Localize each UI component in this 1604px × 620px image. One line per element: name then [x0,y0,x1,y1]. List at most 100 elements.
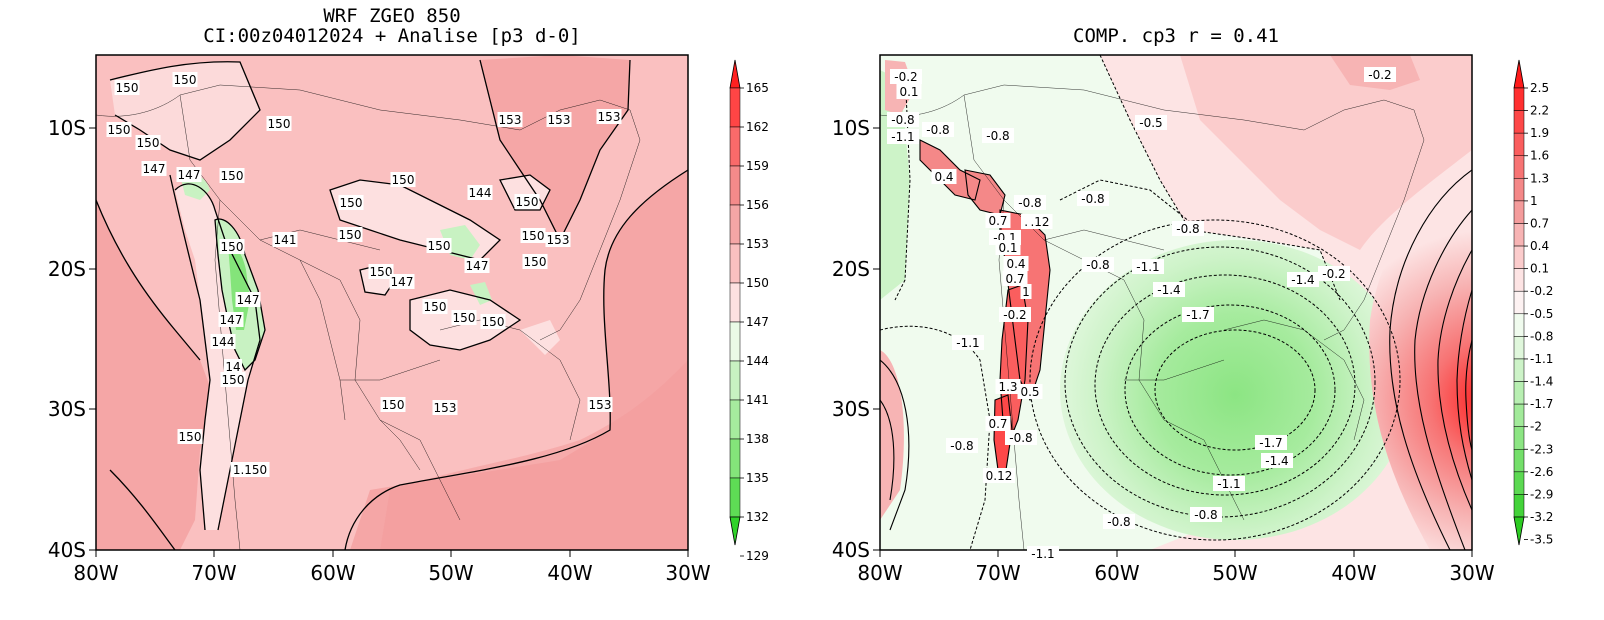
left-contour-label: 150 [453,311,476,325]
left-contour-label-bg [422,299,448,314]
right-colorbar-label: -2.3 [1530,442,1553,456]
left-colorbar-swatch [729,282,741,323]
left-contour-label-bg [219,239,245,254]
left-colorbar: 165 162 159 156 153 150 147 144 141 138 135 132 129 [729,59,769,563]
left-contour-label: 150 [516,195,539,209]
left-map-frame [95,54,689,551]
left-contour-label: 141 [274,233,297,247]
left-colorbar-swatch [729,438,741,479]
right-panel: COMP. cp3 r = 0.41 [832,25,1554,585]
right-colorbar-swatch [1513,426,1525,450]
left-contour-label-bg [587,397,613,412]
right-contour-label-bg [887,112,919,127]
right-contour-label: -0.8 [1194,508,1217,522]
left-xtick-50w: 50W [428,561,473,585]
right-colorbar-label: -0.8 [1530,329,1553,343]
left-contour-label: 150 [268,117,291,131]
left-contour-label-bg [106,122,132,137]
left-contour-label: 147 [237,293,260,307]
right-contour-label-bg [982,128,1014,143]
right-contour-label: -1.4 [1265,454,1288,468]
left-colorbar-swatch [729,165,741,206]
left-xtick-80w: 80W [73,561,118,585]
left-contour-label-bg [451,310,477,325]
right-contour-label: -0.8 [1107,515,1130,529]
left-contour-label-bg [114,80,140,95]
left-colorbar-label: 153 [746,237,769,251]
left-colorbar-label: 138 [746,432,769,446]
right-colorbar-label: -1.7 [1530,397,1553,411]
left-contour-label: 153 [589,398,612,412]
right-colorbar-label: 0.1 [1530,262,1549,276]
right-contour-label-bg [1172,221,1204,236]
left-xtick-40w: 40W [547,561,592,585]
left-contour-label: 150 [370,265,393,279]
left-contour-label-bg [337,227,363,242]
left-xtick-70w: 70W [191,561,236,585]
right-map-frame [879,54,1473,551]
right-colorbar: 2.5 2.2 1.9 1.6 1.3 1 0.7 0.4 0.1 -0.2 -0.5 -0.8 -1.… [1513,59,1553,547]
right-xtick-40w: 40W [1331,561,1376,585]
right-colorbar-label: -2.6 [1530,465,1553,479]
right-contour-label: 0.5 [1020,385,1039,399]
right-contour-label: -0.8 [926,123,949,137]
right-ytick-30s: 30S [832,397,870,421]
right-contour-label-bg [1003,256,1029,271]
left-contour-label: 150 [222,373,245,387]
left-contour-label: 153 [548,113,571,127]
left-colorbar-label: 144 [746,354,769,368]
right-contour-label-bg [995,379,1021,394]
right-colorbar-label: -2 [1530,420,1542,434]
right-contour-label: -1.7 [1186,308,1209,322]
right-contour-label-bg [1182,307,1214,322]
right-contour-label-bg [1027,546,1059,561]
left-panel: WRF ZGEO 850 CI:00z04012024 + Analise [p… [48,5,769,585]
left-contour-label-bg [272,232,298,247]
left-contour-label: 153 [499,113,522,127]
right-contour-label: -0.2 [1368,68,1391,82]
right-colorbar-swatch [1513,223,1525,247]
right-xtick-70w: 70W [975,561,1020,585]
right-contour-label-bg [890,69,922,84]
right-contour-label: 0.7 [1005,272,1024,286]
left-contour-label: 150 [137,136,160,150]
right-colorbar-label: -0.5 [1530,307,1553,321]
right-contour-label: 1.3 [998,380,1017,394]
right-contour-label: -1.1 [1136,260,1159,274]
right-colorbar-swatch [1513,200,1525,224]
right-contour-label-bg [946,438,978,453]
right-contour-label-bg [985,213,1011,228]
right-xtick-80w: 80W [857,561,902,585]
left-contour-label-bg [545,232,571,247]
left-colorbar-label: 147 [746,315,769,329]
left-contour-label-bg [177,429,203,444]
right-contour-label-bg [1103,514,1135,529]
left-colorbar-swatch [729,204,741,245]
left-colorbar-swatch [729,477,741,518]
left-contour-label: 150 [424,300,447,314]
left-colorbar-label: 141 [746,393,769,407]
right-ytick-20s: 20S [832,257,870,281]
left-title-line2: CI:00z04012024 + Analise [p3 d-0] [203,25,581,47]
left-contour-label-bg [389,274,415,289]
right-colorbar-label: -3.5 [1530,533,1553,547]
left-xtick-30w: 30W [665,561,710,585]
right-colorbar-swatch [1513,178,1525,202]
right-contour-label-bg [1153,282,1185,297]
right-colorbar-swatch [1513,155,1525,179]
right-contour-label: -1.7 [1259,436,1282,450]
right-colorbar-swatch [1513,87,1525,111]
left-contour-label: 150 [339,228,362,242]
left-contour-label-bg [464,258,490,273]
left-contour-label: 150 [340,196,363,210]
left-contour-label-bg [390,172,416,187]
right-contour-label-bg [999,307,1031,322]
left-contour-label-bg [432,400,458,415]
left-colorbar-label: 150 [746,276,769,290]
right-contour-label: -0.8 [1176,222,1199,236]
left-contour-label: 150 [428,239,451,253]
left-colorbar-swatch [729,360,741,401]
right-colorbar-swatch [1513,358,1525,382]
right-contour-label-bg [1020,284,1032,299]
